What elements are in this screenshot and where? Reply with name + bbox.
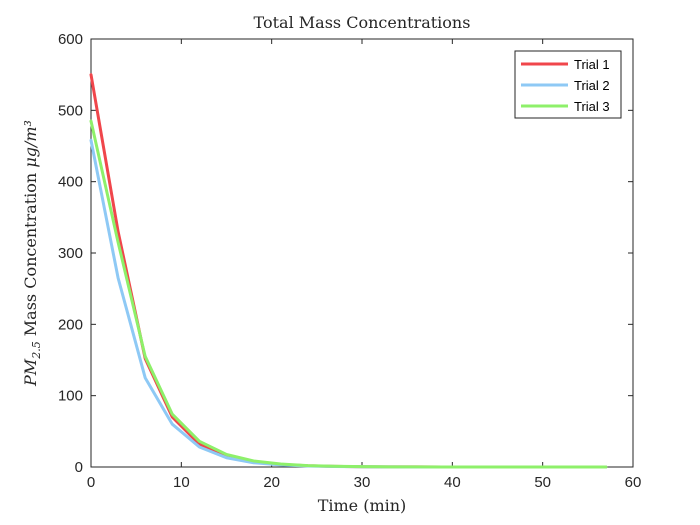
series-line-trial-3 — [89, 119, 608, 469]
y-tick-label: 300 — [58, 245, 83, 262]
legend-label-trial-2: Trial 2 — [574, 78, 610, 93]
y-tick-label: 400 — [58, 174, 83, 191]
legend-label-trial-1: Trial 1 — [574, 57, 610, 72]
legend: Trial 1 Trial 2 Trial 3 — [514, 50, 622, 119]
y-tick-label: 100 — [58, 388, 83, 405]
x-axis-label: Time (min) — [318, 496, 407, 515]
y-tick-label: 0 — [75, 459, 83, 476]
x-tick-label: 50 — [534, 474, 551, 491]
y-tick-label: 200 — [58, 316, 83, 333]
y-tick-label: 600 — [58, 31, 83, 48]
series-lines — [89, 73, 608, 469]
y-axis-label: PM2.5 Mass Concentration μg/m³ — [21, 120, 43, 387]
x-tick-label: 20 — [263, 474, 280, 491]
x-tick-label: 30 — [354, 474, 371, 491]
x-tick-label: 60 — [625, 474, 642, 491]
x-tick-label: 10 — [173, 474, 190, 491]
legend-label-trial-3: Trial 3 — [574, 99, 610, 114]
y-tick-label: 500 — [58, 102, 83, 119]
x-tick-label: 0 — [87, 474, 95, 491]
x-tick-label: 40 — [444, 474, 461, 491]
svg-text:PM2.5 Mass Concentration μg/m³: PM2.5 Mass Concentration μg/m³ — [21, 120, 43, 387]
chart-title: Total Mass Concentrations — [254, 13, 471, 32]
